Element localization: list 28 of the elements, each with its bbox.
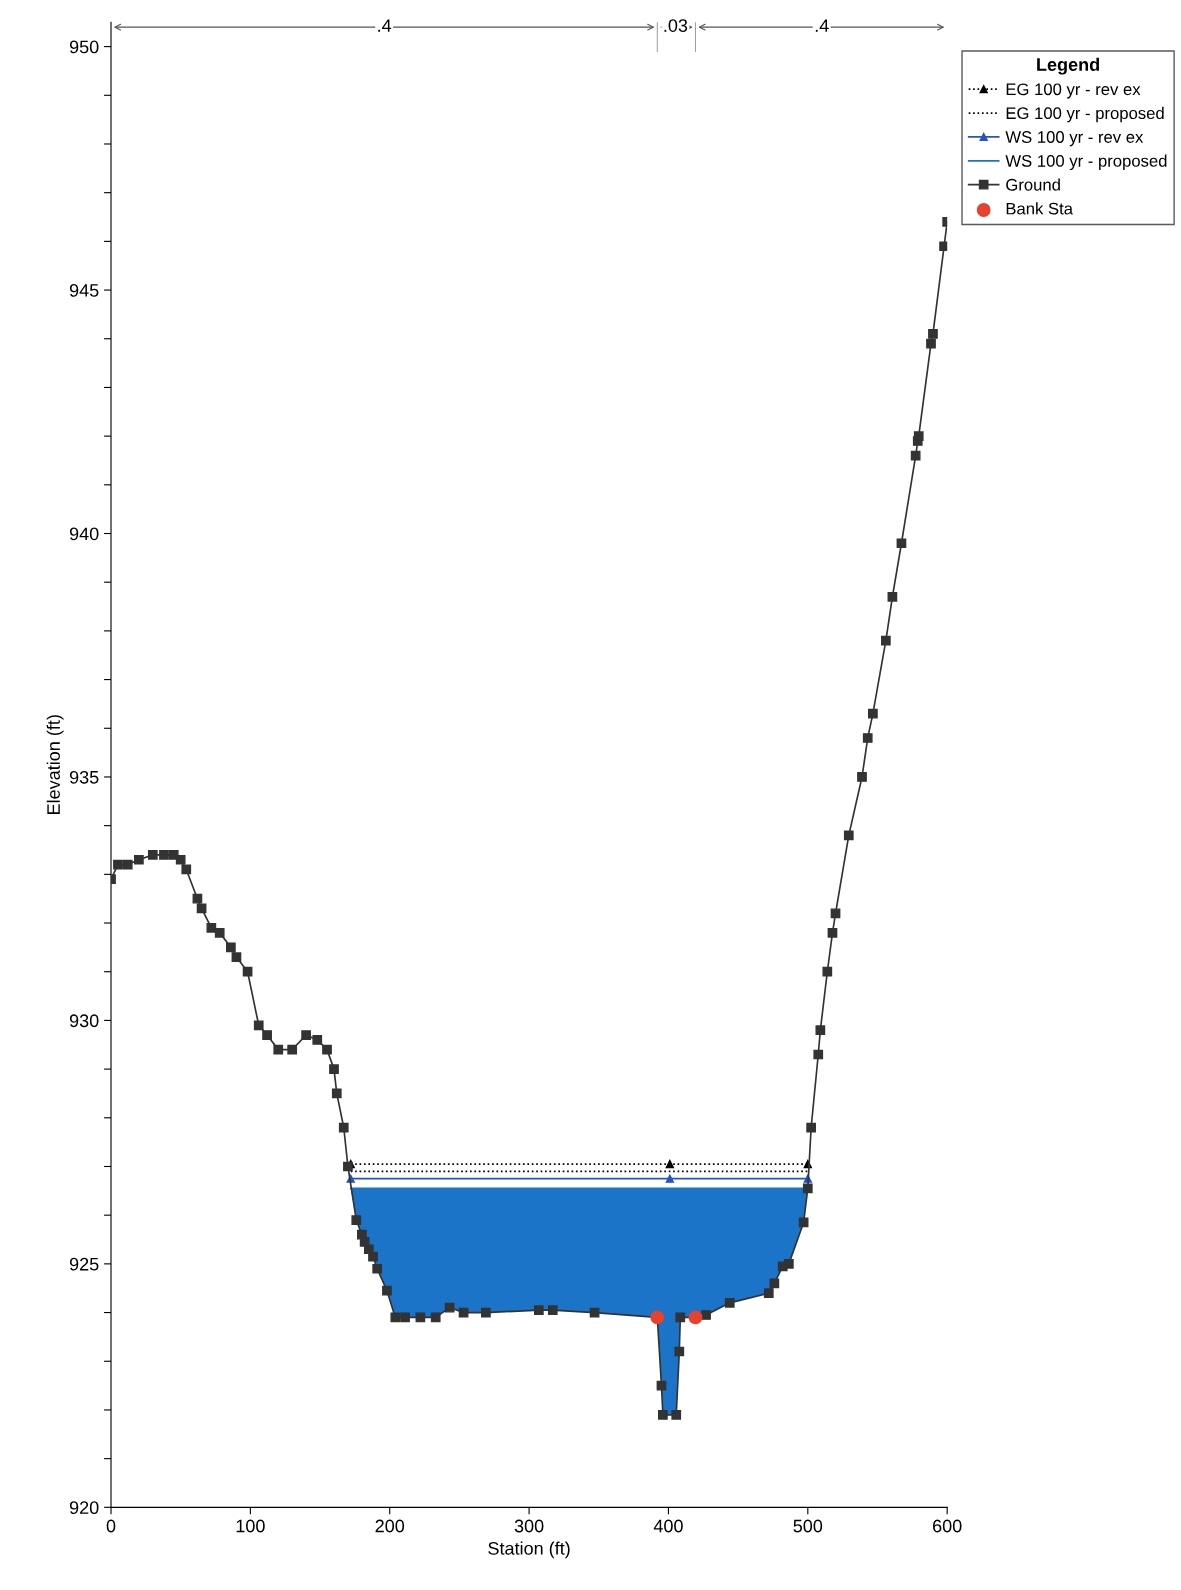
- x-tick-label: 200: [375, 1519, 405, 1533]
- legend-title: Legend: [1037, 57, 1099, 75]
- point: [665, 1174, 675, 1183]
- annotation: .4: [815, 19, 829, 32]
- legend-label: EG 100 yr - rev ex: [1006, 83, 1141, 99]
- legend-label: EG 100 yr - proposed: [1006, 106, 1164, 123]
- y-tick-label: 950: [69, 40, 99, 54]
- y-tick-label: 920: [69, 1501, 99, 1515]
- x-tick-label: 600: [933, 1519, 962, 1533]
- point: [665, 1159, 675, 1169]
- y-tick-label: 935: [69, 770, 99, 784]
- legend-label: WS 100 yr - rev ex: [1005, 131, 1144, 147]
- x-tick-label: 500: [793, 1519, 823, 1533]
- x-tick-label: 0: [106, 1519, 116, 1533]
- legend-label: Bank Sta: [1006, 202, 1073, 215]
- y-axis-title: Elevation (ft): [46, 715, 64, 814]
- annotation: .03: [664, 19, 688, 32]
- x-tick-label: 100: [236, 1519, 265, 1533]
- y-tick-label: 940: [69, 527, 99, 541]
- annotation: .4: [378, 19, 392, 32]
- y-tick-label: 925: [69, 1257, 99, 1271]
- x-tick-label: 400: [653, 1519, 683, 1533]
- x-tick-label: 300: [514, 1519, 544, 1533]
- x-axis-title: Station (ft): [488, 1541, 570, 1559]
- legend-label: Ground: [1006, 178, 1060, 191]
- y-tick-label: 930: [69, 1014, 99, 1028]
- legend-label: WS 100 yr - proposed: [1005, 154, 1167, 171]
- y-tick-label: 945: [69, 283, 99, 297]
